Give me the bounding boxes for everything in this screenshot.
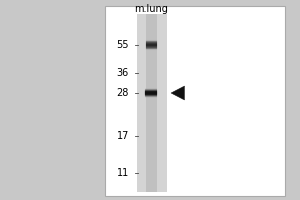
Text: m.lung: m.lung: [135, 4, 168, 14]
Text: 55: 55: [116, 40, 129, 50]
Bar: [105, 6, 285, 196]
Text: 11: 11: [117, 168, 129, 178]
Polygon shape: [171, 86, 184, 100]
Text: 36: 36: [117, 68, 129, 78]
Text: 28: 28: [117, 88, 129, 98]
Text: 17: 17: [117, 131, 129, 141]
Bar: [146, 14, 157, 192]
Bar: [136, 14, 166, 192]
